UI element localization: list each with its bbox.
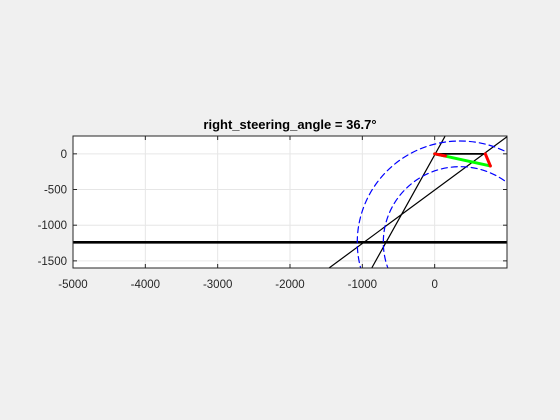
x-tick-label: 0	[431, 279, 437, 291]
x-tick-label: -1000	[348, 279, 377, 291]
series-circle-blue	[356, 140, 507, 268]
y-tick-label: -500	[44, 185, 67, 197]
x-tick-label: -4000	[131, 279, 160, 291]
series-line-black	[328, 136, 507, 268]
plot-axes: -5000 -4000 -3000 -2000 -1000 0 0 -500 -1000 -150…	[38, 135, 508, 291]
series-line-red	[433, 152, 448, 158]
x-tick-label: -3000	[203, 279, 232, 291]
chart-title: right_steering_angle = 36.7°	[203, 117, 376, 132]
y-tick-label: -1500	[38, 256, 67, 268]
series-line-red	[483, 152, 492, 168]
y-tick-label: 0	[61, 149, 67, 161]
data-layer	[73, 136, 507, 268]
x-tick-label: -2000	[275, 279, 304, 291]
y-tick-label: -1000	[38, 220, 67, 232]
x-tick-label: -5000	[58, 279, 87, 291]
